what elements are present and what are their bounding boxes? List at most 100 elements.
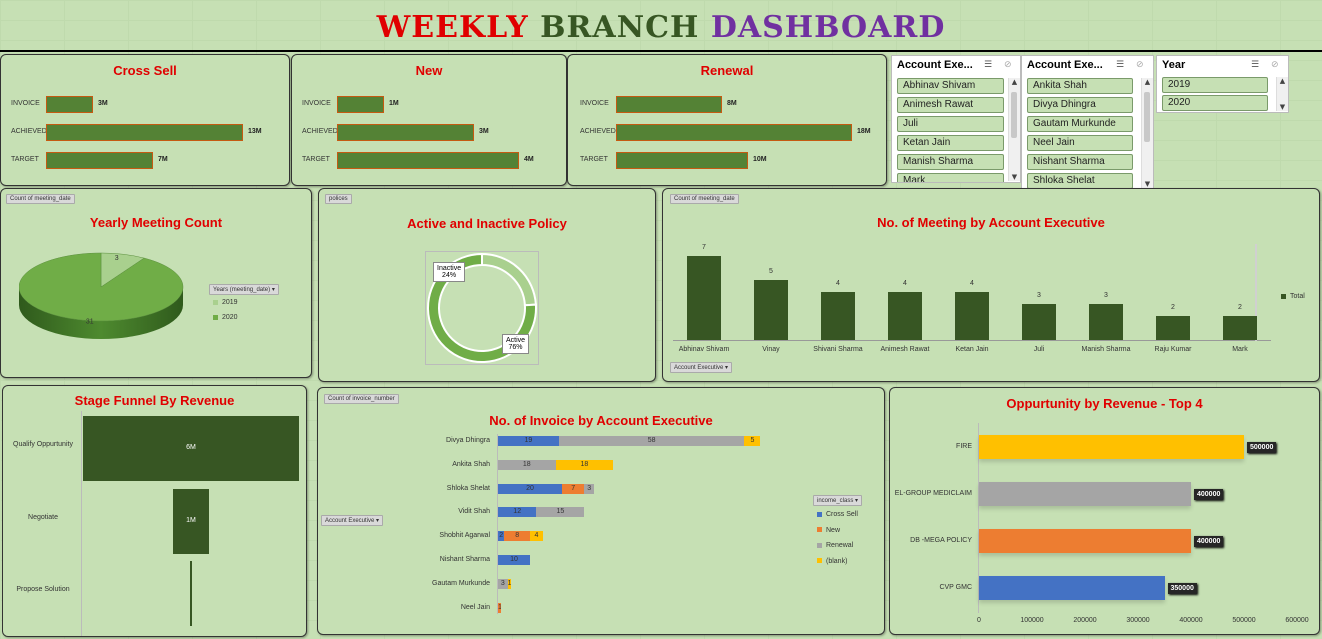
invoices-title: No. of Invoice by Account Executive: [489, 413, 713, 428]
kpi-value: 13M: [248, 128, 262, 135]
clear-filter-icon[interactable]: ⊘: [1271, 60, 1279, 70]
slicer-item[interactable]: Ankita Shah: [1027, 78, 1133, 94]
legend-swatch: [817, 558, 822, 564]
slicer-item[interactable]: Nishant Sharma: [1027, 154, 1133, 170]
axis-field-button[interactable]: Account Executive ▾: [670, 362, 733, 373]
legend-item-2020: 2020: [213, 314, 238, 321]
x-tick-label: 100000: [1020, 617, 1044, 624]
legend-label: Cross Sell: [826, 511, 858, 518]
legend-item-total: Total: [1281, 293, 1305, 300]
slicer-item[interactable]: Shloka Shelat: [1027, 173, 1133, 188]
year-slicer[interactable]: Year ☰ ⊘ 2019 2020 ▲ ▼: [1156, 55, 1289, 113]
category-axis: [497, 434, 498, 614]
meeting-category: Juli: [1033, 346, 1045, 353]
kpi-value: 8M: [727, 100, 737, 107]
kpi-value: 3M: [479, 128, 489, 135]
scroll-up-icon[interactable]: ▲: [1011, 78, 1018, 86]
kpi-row-label: TARGET: [11, 156, 39, 163]
invoice-segment: 1: [507, 578, 511, 589]
axis-field-button[interactable]: Account Executive ▾: [321, 515, 384, 526]
meeting-value: 4: [970, 280, 974, 287]
yearly-meeting-title: Yearly Meeting Count: [89, 215, 223, 230]
scroll-thumb: [1144, 92, 1150, 142]
meeting-value: 2: [1238, 304, 1242, 311]
invoice-category-label: Neel Jain: [460, 603, 490, 611]
cross-sell-card: Cross Sell INVOICE 3M ACHIEVED 13M TARGET 7M: [0, 54, 290, 186]
funnel-value: 1M: [186, 516, 196, 524]
donut-slice-active: [427, 252, 537, 363]
invoice-segment: 5: [744, 436, 761, 446]
opportunity-title: Oppurtunity by Revenue - Top 4: [1006, 396, 1203, 411]
scroll-down-icon[interactable]: ▼: [1279, 103, 1286, 111]
scroll-up-icon[interactable]: ▲: [1144, 78, 1151, 86]
slicer-item[interactable]: 2020: [1162, 95, 1268, 111]
slicer-scrollbar[interactable]: ▲ ▼: [1276, 77, 1288, 111]
meeting-category: Animesh Rawat: [880, 346, 930, 353]
funnel-axis: [81, 411, 82, 636]
slicer-item[interactable]: Neel Jain: [1027, 135, 1133, 151]
legend-field-button[interactable]: Years (meeting_date) ▾: [209, 284, 279, 295]
legend-item: Renewal: [817, 542, 853, 549]
kpi-bar: [616, 124, 852, 141]
scroll-down-icon[interactable]: ▼: [1011, 173, 1018, 181]
slicer-item[interactable]: Animesh Rawat: [897, 97, 1004, 113]
account-exec-slicer-2[interactable]: Account Exe... ☰ ⊘ Ankita Shah Divya Dhin…: [1021, 55, 1154, 189]
clear-filter-icon[interactable]: ⊘: [1136, 60, 1144, 70]
slicer-item[interactable]: Abhinav Shivam: [897, 78, 1004, 94]
opportunity-category-label: EL-GROUP MEDICLAIM: [894, 490, 972, 497]
field-button[interactable]: Count of meeting_date: [6, 194, 75, 204]
invoice-segment: 19: [498, 436, 559, 446]
invoice-category-label: Gautam Murkunde: [432, 579, 490, 587]
multi-select-icon[interactable]: ☰: [984, 60, 993, 70]
kpi-row-label: ACHIEVED: [11, 128, 47, 135]
slicer-item[interactable]: Juli: [897, 116, 1004, 132]
slicer-item[interactable]: Manish Sharma: [897, 154, 1004, 170]
invoice-segment: 12: [498, 507, 537, 518]
account-exec-slicer-1[interactable]: Account Exe... ☰ ⊘ Abhinav Shivam Animesh…: [891, 55, 1021, 183]
invoice-segment: 2: [498, 531, 505, 542]
meeting-value: 2: [1171, 304, 1175, 311]
kpi-bar: [337, 152, 519, 169]
renewal-title: Renewal: [700, 63, 754, 78]
clear-filter-icon[interactable]: ⊘: [1004, 60, 1012, 70]
invoice-segment: 3: [584, 483, 594, 494]
slicer-item[interactable]: Gautam Murkunde: [1027, 116, 1133, 132]
slicer-header: Year: [1162, 59, 1186, 71]
slicer-scrollbar[interactable]: ▲ ▼: [1141, 78, 1153, 188]
invoice-segment: 10: [498, 555, 530, 565]
slicer-item[interactable]: Divya Dhingra: [1027, 97, 1133, 113]
slicer-item[interactable]: 2019: [1162, 77, 1268, 93]
policy-donut-chart: [425, 251, 539, 365]
legend-field-button[interactable]: income_class ▾: [813, 495, 863, 506]
pie-data-label: 3: [115, 255, 119, 262]
plot-area-edge: [1255, 244, 1257, 341]
meeting-bar: [888, 292, 922, 340]
kpi-value: 10M: [753, 156, 767, 163]
slicer-header: Account Exe...: [897, 59, 973, 71]
funnel-value: 6M: [186, 443, 196, 451]
x-tick-label: 200000: [1073, 617, 1097, 624]
invoice-category-label: Divya Dhingra: [446, 437, 490, 444]
invoice-category-label: Vidit Shah: [458, 508, 490, 516]
invoice-segment: 15: [536, 507, 585, 518]
opportunity-bar: [979, 529, 1191, 553]
new-title: New: [415, 63, 443, 78]
slicer-item[interactable]: Ketan Jain: [897, 135, 1004, 151]
meeting-category: Shivani Sharma: [813, 346, 863, 353]
opportunity-value-label: 400000: [1194, 489, 1224, 500]
multi-select-icon[interactable]: ☰: [1116, 60, 1125, 70]
opportunity-category-label: CVP GMC: [939, 584, 972, 591]
field-button[interactable]: polices: [325, 194, 352, 204]
slicer-scrollbar[interactable]: ▲ ▼: [1008, 78, 1020, 181]
meeting-value: 3: [1104, 292, 1108, 299]
field-button[interactable]: Count of invoice_number: [324, 394, 399, 404]
multi-select-icon[interactable]: ☰: [1251, 60, 1260, 70]
scroll-up-icon[interactable]: ▲: [1279, 77, 1286, 85]
field-button[interactable]: Count of meeting_date: [670, 194, 739, 204]
invoice-segment: 3: [498, 578, 508, 589]
x-tick-label: 300000: [1126, 617, 1150, 624]
meeting-category: Abhinav Shivam: [678, 346, 730, 353]
scroll-down-icon[interactable]: ▼: [1144, 180, 1151, 188]
invoice-segment: 58: [558, 436, 745, 446]
slicer-item[interactable]: Mark: [897, 173, 1004, 182]
